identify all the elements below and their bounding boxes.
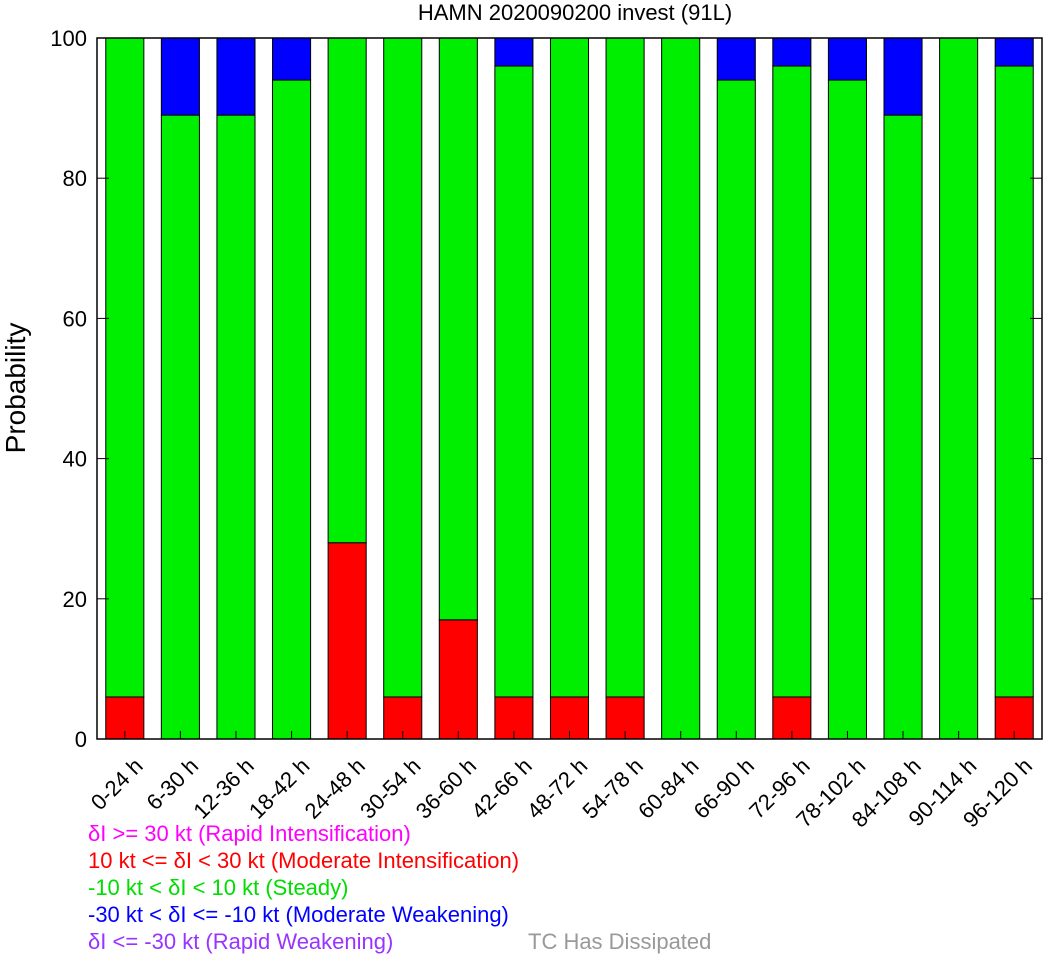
bar-segment-1-5	[383, 37, 423, 698]
x-tick-label-9: 54-78 h	[577, 753, 647, 823]
bar-segment-1-8	[549, 37, 590, 698]
legend-moderate-weakening: -30 kt < δI <= -10 kt (Moderate Weakenin…	[88, 902, 509, 927]
bar-segment-1-10	[661, 37, 701, 740]
x-tick-label-11: 66-90 h	[689, 753, 759, 823]
bar-segment-1-12	[772, 65, 812, 698]
bar-segment-1-2	[216, 114, 256, 740]
x-tick-label-10: 60-84 h	[633, 753, 703, 823]
legend-rapid-intensification: δI >= 30 kt (Rapid Intensification)	[88, 821, 411, 846]
y-tick-label-20: 20	[63, 587, 87, 612]
x-tick-label-5: 30-54 h	[355, 753, 425, 823]
x-tick-label-2: 12-36 h	[188, 753, 258, 823]
bar-segment-1-6	[438, 37, 478, 621]
bar-segment-2-7	[494, 37, 534, 67]
chart-title: HAMN 2020090200 invest (91L)	[418, 0, 732, 25]
bar-segment-0-6	[438, 619, 478, 740]
bar-segment-2-12	[772, 37, 812, 67]
bar-segment-1-16	[994, 65, 1034, 698]
bar-segment-1-15	[939, 37, 979, 740]
bar-segment-1-4	[327, 37, 367, 544]
legend-tc-dissipated: TC Has Dissipated	[528, 929, 712, 954]
bar-segment-1-14	[883, 114, 923, 740]
x-tick-label-0: 0-24 h	[86, 753, 148, 815]
bar-segment-2-13	[827, 37, 867, 81]
plot-frame	[96, 37, 1043, 740]
y-tick-label-40: 40	[63, 447, 87, 472]
y-tick-label-0: 0	[75, 727, 87, 752]
bar-segment-1-9	[605, 37, 645, 698]
y-axis-label: Probability	[0, 323, 31, 454]
legend-rapid-weakening: δI <= -30 kt (Rapid Weakening)	[88, 929, 394, 954]
y-tick-label-80: 80	[63, 166, 87, 191]
x-tick-label-6: 36-60 h	[411, 753, 481, 823]
bar-segment-1-3	[272, 79, 312, 740]
y-tick-label-100: 100	[50, 26, 87, 51]
bar-segment-1-0	[105, 37, 145, 698]
x-tick-label-4: 24-48 h	[300, 753, 370, 823]
x-tick-label-3: 18-42 h	[244, 753, 314, 823]
legend-moderate-intensification: 10 kt <= δI < 30 kt (Moderate Intensific…	[88, 848, 520, 873]
bar-segment-2-3	[272, 37, 312, 81]
bar-segment-2-11	[716, 37, 756, 81]
legend-steady: -10 kt < δI < 10 kt (Steady)	[88, 875, 349, 900]
bar-segment-0-4	[327, 542, 367, 740]
bar-segment-2-16	[994, 37, 1034, 67]
bar-segment-1-7	[494, 65, 534, 698]
bar-segment-2-2	[216, 37, 256, 116]
bars-layer	[105, 37, 1034, 740]
x-tick-label-7: 42-66 h	[466, 753, 536, 823]
bar-segment-1-11	[716, 79, 756, 740]
y-tick-label-60: 60	[63, 306, 87, 331]
bar-segment-2-14	[883, 37, 923, 116]
bar-segment-2-1	[160, 37, 200, 116]
bar-segment-1-13	[827, 79, 867, 740]
x-tick-label-8: 48-72 h	[522, 753, 592, 823]
bar-segment-1-1	[160, 114, 200, 740]
